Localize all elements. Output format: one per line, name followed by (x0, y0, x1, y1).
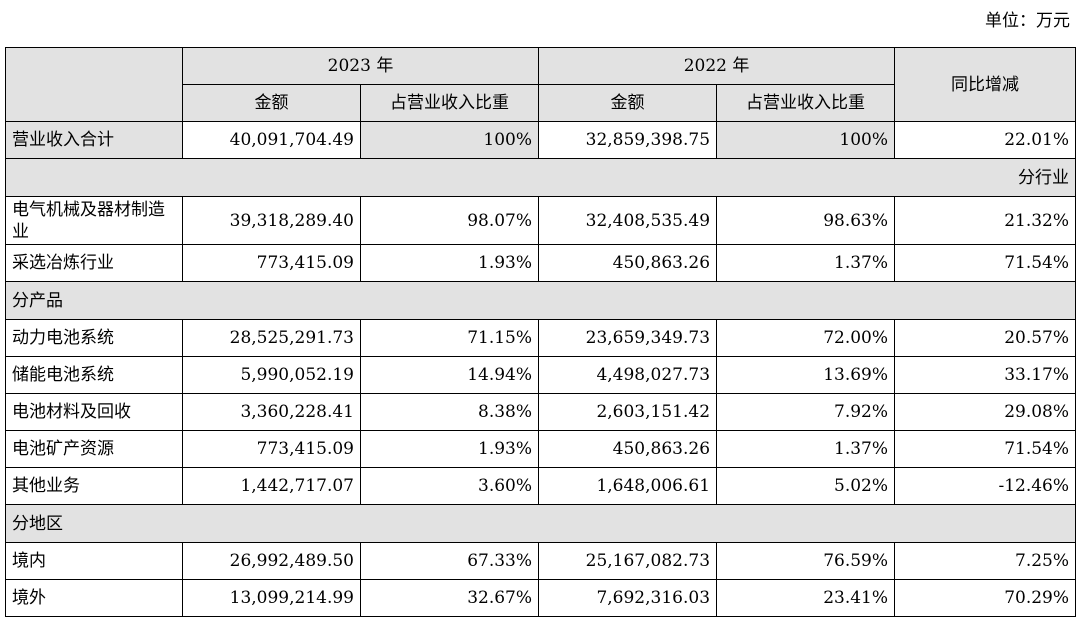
yoy-change: 22.01% (894, 121, 1077, 159)
row-label: 动力电池系统 (5, 319, 183, 357)
ratio-2022: 13.69% (716, 356, 896, 394)
yoy-change: 21.32% (894, 196, 1077, 245)
section-row-product: 分产品 (4, 281, 1077, 320)
row-label: 其他业务 (5, 467, 183, 505)
amount-2022: 23,659,349.73 (538, 319, 718, 357)
ratio-2022: 100% (716, 121, 896, 159)
header-amount-2023: 金额 (182, 84, 361, 122)
amount-2023: 3,360,228.41 (182, 393, 361, 431)
section-label-industry: 分行业 (4, 158, 1077, 197)
yoy-change: 71.54% (894, 244, 1077, 282)
amount-2023: 773,415.09 (182, 430, 361, 468)
amount-2022: 25,167,082.73 (538, 542, 718, 580)
amount-2023: 13,099,214.99 (182, 579, 361, 617)
ratio-2022: 7.92% (716, 393, 896, 431)
header-ratio-2023: 占营业收入比重 (359, 84, 540, 122)
amount-2022: 7,692,316.03 (538, 579, 718, 617)
header-row-metrics: 金额 占营业收入比重 金额 占营业收入比重 (6, 84, 1076, 122)
yoy-change: 20.57% (894, 319, 1077, 357)
yoy-change: 33.17% (894, 356, 1077, 394)
ratio-2022: 1.37% (716, 244, 896, 282)
table-row: 境外 13,099,214.99 32.67% 7,692,316.03 23.… (5, 579, 1077, 617)
amount-2023: 5,990,052.19 (182, 356, 361, 394)
ratio-2023: 8.38% (359, 393, 540, 431)
amount-2023: 40,091,704.49 (182, 121, 361, 159)
table-row: 储能电池系统 5,990,052.19 14.94% 4,498,027.73 … (5, 356, 1077, 394)
amount-2023: 39,318,289.40 (182, 196, 361, 245)
row-label: 境内 (5, 542, 183, 580)
row-label: 境外 (5, 579, 183, 617)
amount-2022: 32,408,535.49 (538, 196, 718, 245)
ratio-2022: 98.63% (716, 196, 896, 245)
table-row: 境内 26,992,489.50 67.33% 25,167,082.73 76… (5, 542, 1077, 580)
ratio-2023: 98.07% (359, 196, 540, 245)
amount-2023: 773,415.09 (182, 244, 361, 282)
amount-2022: 1,648,006.61 (538, 467, 718, 505)
table-row: 电池矿产资源 773,415.09 1.93% 450,863.26 1.37%… (5, 430, 1077, 468)
yoy-change: 29.08% (894, 393, 1077, 431)
amount-2022: 450,863.26 (538, 430, 718, 468)
yoy-change: 70.29% (894, 579, 1077, 617)
revenue-table: 2023 年 2022 年 同比增减 金额 占营业收入比重 金额 占营业收入比重… (4, 47, 1077, 617)
ratio-2023: 32.67% (359, 579, 540, 617)
table-row: 动力电池系统 28,525,291.73 71.15% 23,659,349.7… (5, 319, 1077, 357)
unit-label: 单位：万元 (985, 11, 1070, 31)
ratio-2023: 1.93% (359, 244, 540, 282)
amount-2022: 450,863.26 (538, 244, 718, 282)
header-corner-cell (5, 47, 183, 122)
section-label-product: 分产品 (4, 281, 1077, 320)
header-ratio-2022: 占营业收入比重 (716, 84, 896, 122)
header-year-2023: 2023 年 (181, 47, 540, 85)
yoy-change: 7.25% (894, 542, 1077, 580)
amount-2022: 32,859,398.75 (538, 121, 718, 159)
ratio-2022: 76.59% (716, 542, 896, 580)
ratio-2023: 3.60% (359, 467, 540, 505)
amount-2022: 4,498,027.73 (538, 356, 718, 394)
table-row: 采选冶炼行业 773,415.09 1.93% 450,863.26 1.37%… (5, 244, 1077, 282)
amount-2023: 28,525,291.73 (182, 319, 361, 357)
section-label-region: 分地区 (4, 504, 1077, 543)
ratio-2022: 23.41% (716, 579, 896, 617)
ratio-2022: 1.37% (716, 430, 896, 468)
header-yoy: 同比增减 (894, 47, 1077, 122)
table-row: 其他业务 1,442,717.07 3.60% 1,648,006.61 5.0… (5, 467, 1077, 505)
row-label: 营业收入合计 (5, 121, 183, 159)
header-amount-2022: 金额 (538, 84, 718, 122)
table-row: 电气机械及器材制造业 39,318,289.40 98.07% 32,408,5… (5, 196, 1077, 245)
row-label: 采选冶炼行业 (5, 244, 183, 282)
ratio-2023: 1.93% (359, 430, 540, 468)
section-row-industry: 分行业 (4, 158, 1077, 197)
row-label: 储能电池系统 (5, 356, 183, 394)
ratio-2023: 71.15% (359, 319, 540, 357)
total-row: 营业收入合计 40,091,704.49 100% 32,859,398.75 … (5, 121, 1077, 159)
amount-2022: 2,603,151.42 (538, 393, 718, 431)
yoy-change: -12.46% (894, 467, 1077, 505)
row-label: 电池矿产资源 (5, 430, 183, 468)
amount-2023: 1,442,717.07 (182, 467, 361, 505)
ratio-2022: 5.02% (716, 467, 896, 505)
ratio-2023: 14.94% (359, 356, 540, 394)
yoy-change: 71.54% (894, 430, 1077, 468)
header-row-years: 2023 年 2022 年 同比增减 (5, 47, 1077, 122)
ratio-2023: 67.33% (359, 542, 540, 580)
section-row-region: 分地区 (4, 504, 1077, 543)
table-row: 电池材料及回收 3,360,228.41 8.38% 2,603,151.42 … (5, 393, 1077, 431)
amount-2023: 26,992,489.50 (182, 542, 361, 580)
row-label: 电池材料及回收 (5, 393, 183, 431)
ratio-2023: 100% (359, 121, 540, 159)
row-label: 电气机械及器材制造业 (5, 196, 183, 245)
ratio-2022: 72.00% (716, 319, 896, 357)
header-year-2022: 2022 年 (538, 47, 896, 85)
